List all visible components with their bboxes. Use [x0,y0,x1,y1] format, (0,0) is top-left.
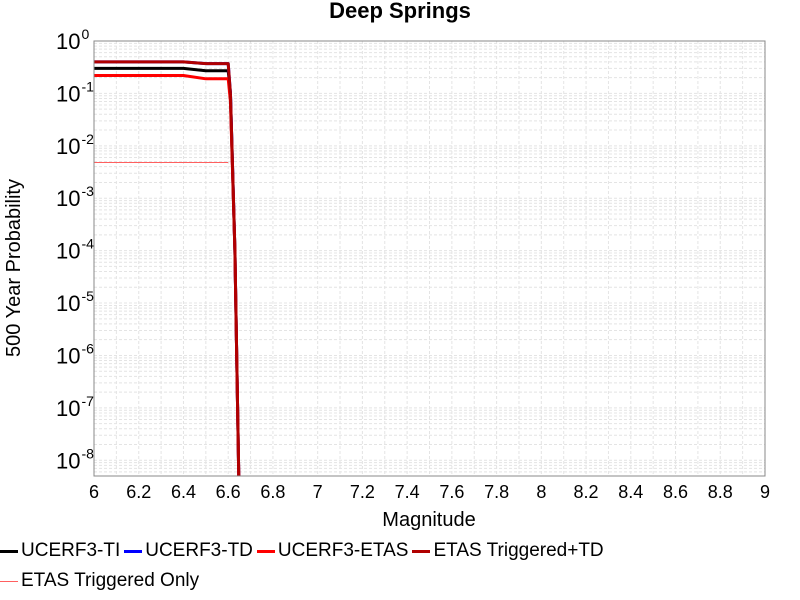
x-tick-label: 7 [313,482,323,502]
x-tick-label: 8.8 [708,482,733,502]
series-line-3 [94,60,241,476]
chart-title: Deep Springs [329,0,471,23]
legend-item-etas-triggered-td: ETAS Triggered+TD [412,540,604,562]
x-tick-label: 6.4 [171,482,196,502]
legend-label: UCERF3-ETAS [277,540,409,561]
y-tick-label: 10-4 [56,236,94,264]
x-tick-label: 7.4 [395,482,420,502]
y-tick-label: 10-1 [56,78,94,106]
y-tick-label: 10-3 [56,183,94,211]
legend-item-etas-triggered-only: ETAS Triggered Only [0,570,199,592]
y-tick-label: 10-6 [56,340,94,368]
series-line-0 [94,66,241,476]
legend-row-1: UCERF3-TI UCERF3-TD UCERF3-ETAS ETAS Tri… [0,536,800,566]
legend-item-ucerf3-etas: UCERF3-ETAS [256,540,409,562]
x-tick-label: 8.4 [618,482,643,502]
x-tick-label: 6.8 [260,482,285,502]
x-tick-label: 9 [760,482,770,502]
x-tick-label: 7.8 [484,482,509,502]
x-axis-label: Magnitude [382,509,475,531]
legend-swatch [0,580,18,582]
legend-row-2: ETAS Triggered Only [0,566,800,596]
legend-swatch [412,549,431,553]
y-tick-labels: 100 10-1 10-2 10-3 10-4 10-5 10-6 10-7 10-8 [56,26,94,473]
x-tick-label: 6 [89,482,99,502]
series-line-2 [94,73,241,476]
y-tick-label: 10-2 [56,131,94,159]
grid [93,41,766,476]
x-tick-label: 7.2 [350,482,375,502]
legend-label: ETAS Triggered Only [21,570,200,591]
y-tick-label: 10-5 [56,288,94,316]
x-tick-label: 6.2 [126,482,151,502]
legend-item-ucerf3-td: UCERF3-TD [124,540,253,562]
y-tick-label: 100 [56,26,89,54]
y-axis-label: 500 Year Probability [3,179,25,357]
x-tick-label: 8.6 [663,482,688,502]
x-tick-label: 8 [536,482,546,502]
legend-item-ucerf3-ti: UCERF3-TI [0,540,120,562]
legend-swatch [0,549,18,553]
legend-label: UCERF3-TD [145,540,253,561]
legend: UCERF3-TI UCERF3-TD UCERF3-ETAS ETAS Tri… [0,536,800,596]
x-tick-labels: 6 6.2 6.4 6.6 6.8 7 7.2 7.4 7.6 7.8 8 8.2 8.4 8.6 8.8 9 [89,482,770,502]
x-tick-label: 6.6 [216,482,241,502]
y-tick-label: 10-8 [56,445,94,473]
legend-swatch [256,549,275,553]
y-tick-label: 10-7 [56,393,94,421]
x-tick-label: 8.2 [574,482,599,502]
plot-frame [93,40,766,477]
legend-label: ETAS Triggered+TD [433,540,604,561]
series-lines [94,60,241,476]
legend-swatch [124,549,143,553]
x-tick-label: 7.6 [439,482,464,502]
legend-label: UCERF3-TI [21,540,121,561]
